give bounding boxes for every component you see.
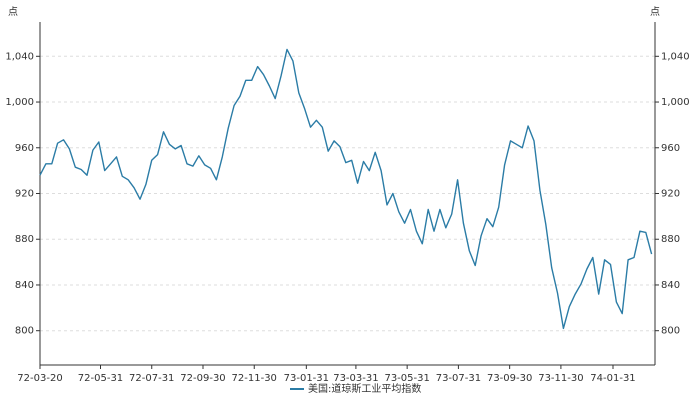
y-tick-label: 1,000 xyxy=(5,97,34,108)
x-tick-label: 73-03-31 xyxy=(333,373,378,384)
y2-tick-label: 960 xyxy=(661,143,680,154)
x-tick-label: 72-07-31 xyxy=(129,373,174,384)
x-tick-label: 72-11-30 xyxy=(232,373,277,384)
x-tick-label: 73-07-31 xyxy=(436,373,481,384)
y-tick-label: 840 xyxy=(15,280,34,291)
y2-tick-label: 920 xyxy=(661,189,680,200)
x-tick-label: 72-03-20 xyxy=(17,373,62,384)
x-tick-label: 73-09-30 xyxy=(487,373,532,384)
x-tick-label: 72-09-30 xyxy=(180,373,225,384)
y2-tick-label: 800 xyxy=(661,326,680,337)
y-tick-label: 960 xyxy=(15,143,34,154)
y2-tick-label: 1,000 xyxy=(661,97,690,108)
y-tick-label: 800 xyxy=(15,326,34,337)
x-tick-label: 73-01-31 xyxy=(284,373,329,384)
x-tick-label: 73-11-30 xyxy=(538,373,583,384)
y2-tick-label: 840 xyxy=(661,280,680,291)
x-tick-label: 74-01-31 xyxy=(590,373,635,384)
y-tick-label: 880 xyxy=(15,234,34,245)
y2-tick-label: 1,040 xyxy=(661,51,690,62)
legend-label: 美国:道琼斯工业平均指数 xyxy=(308,382,421,395)
y-axis-unit: 点 xyxy=(8,6,18,18)
y2-tick-label: 880 xyxy=(661,234,680,245)
y2-axis-unit: 点 xyxy=(650,6,660,18)
data-line xyxy=(39,48,653,330)
x-tick-label: 72-05-31 xyxy=(78,373,123,384)
x-tick-label: 73-05-31 xyxy=(384,373,429,384)
y-tick-label: 1,040 xyxy=(5,51,34,62)
y-tick-label: 920 xyxy=(15,189,34,200)
